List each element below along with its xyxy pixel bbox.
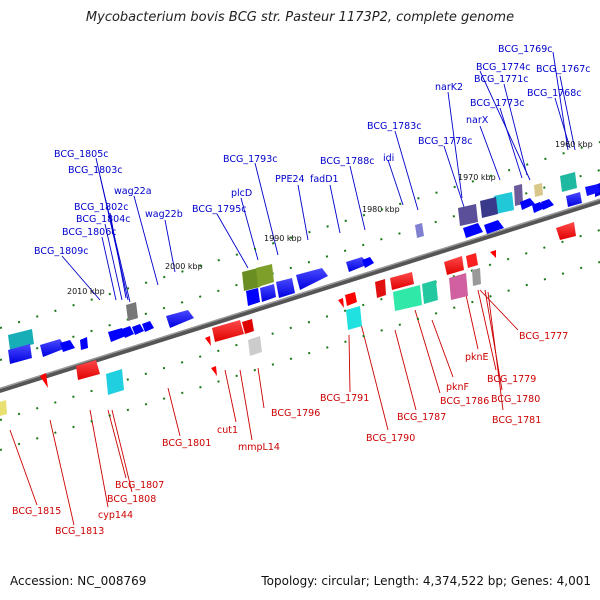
map-title: Mycobacterium bovis BCG str. Pasteur 117… xyxy=(85,10,515,25)
forward-gene-label: BCG_1773c xyxy=(470,98,525,109)
forward-gene-label: BCG_1804c xyxy=(76,214,131,225)
forward-gene-label: wag22a xyxy=(114,186,152,197)
forward-gene-label: BCG_1806c xyxy=(62,227,117,238)
reverse-gene-label: BCG_1781 xyxy=(492,415,541,426)
forward-gene-label: PPE24 xyxy=(275,174,305,185)
reverse-gene-label: pknF xyxy=(446,382,469,393)
reverse-gene-label: BCG_1796 xyxy=(271,408,320,419)
forward-gene-label: BCG_1771c xyxy=(474,74,529,85)
scale-tick-label: 2010 kbp xyxy=(67,287,105,296)
reverse-gene-label: BCG_1777 xyxy=(519,331,568,342)
forward-gene-label: BCG_1803c xyxy=(68,165,123,176)
forward-gene-label: BCG_1767c xyxy=(536,64,591,75)
reverse-gene-label: BCG_1780 xyxy=(491,394,540,405)
forward-gene-label: BCG_1809c xyxy=(34,246,89,257)
reverse-gene-label: BCG_1786 xyxy=(440,396,489,407)
forward-gene-label: BCG_1778c xyxy=(418,136,473,147)
reverse-genes xyxy=(0,222,576,416)
reverse-gene-label: cyp144 xyxy=(98,510,133,521)
forward-gene-label: fadD1 xyxy=(310,174,339,185)
scale-tick-label: 1980 kbp xyxy=(362,205,400,214)
label-leader-lines xyxy=(9,51,576,526)
forward-gene-label: idi xyxy=(383,153,394,164)
forward-genes xyxy=(8,172,600,364)
reverse-gene-label: BCG_1790 xyxy=(366,433,415,444)
reverse-gene-label: mmpL14 xyxy=(238,442,280,453)
reverse-gene-label: BCG_1813 xyxy=(55,526,104,537)
accession-text: Accession: NC_008769 xyxy=(10,574,147,588)
reverse-gene-label: pknE xyxy=(465,352,489,363)
topology-text: Topology: circular; Length: 4,374,522 bp… xyxy=(261,574,591,588)
reverse-gene-label: BCG_1807 xyxy=(115,480,164,491)
forward-gene-labels: BCG_1769c BCG_1774c BCG_1767c BCG_1771c narK… xyxy=(34,44,591,257)
forward-gene-label: narX xyxy=(466,115,489,126)
scale-tick-label: 1990 kbp xyxy=(264,234,302,243)
reverse-gene-label: BCG_1815 xyxy=(12,506,61,517)
forward-gene-label: BCG_1768c xyxy=(527,88,582,99)
forward-gene-label: narK2 xyxy=(435,82,463,93)
forward-gene-label: BCG_1769c xyxy=(498,44,553,55)
forward-gene-label: BCG_1805c xyxy=(54,149,109,160)
reverse-gene-label: cut1 xyxy=(217,425,238,436)
reverse-gene-label: BCG_1808 xyxy=(107,494,156,505)
forward-gene-label: BCG_1793c xyxy=(223,154,278,165)
forward-gene-label: BCG_1774c xyxy=(476,62,531,73)
forward-gene-label: BCG_1783c xyxy=(367,121,422,132)
reverse-gene-labels: BCG_1777 pknE BCG_1779 pknF BCG_1780 BCG_1791… xyxy=(12,331,568,537)
scale-tick-label: 2000 kbp xyxy=(165,262,203,271)
scale-tick-label: 1960 kbp xyxy=(555,140,593,149)
reverse-gene-label: BCG_1779 xyxy=(487,374,536,385)
scale-tick-label: 1970 kbp xyxy=(458,173,496,182)
forward-gene-label: wag22b xyxy=(145,209,183,220)
forward-gene-label: BCG_1802c xyxy=(74,202,129,213)
scale-ticks: 1960 kbp 1970 kbp 1980 kbp 1990 kbp 2000 kbp… xyxy=(67,140,593,296)
forward-gene-label: BCG_1795c xyxy=(192,204,247,215)
reverse-gene-label: BCG_1801 xyxy=(162,438,211,449)
genome-backbone xyxy=(0,198,600,394)
reverse-gene-label: BCG_1791 xyxy=(320,393,369,404)
forward-gene-label: BCG_1788c xyxy=(320,156,375,167)
reverse-gene-label: BCG_1787 xyxy=(397,412,446,423)
forward-gene-label: plcD xyxy=(231,188,252,199)
